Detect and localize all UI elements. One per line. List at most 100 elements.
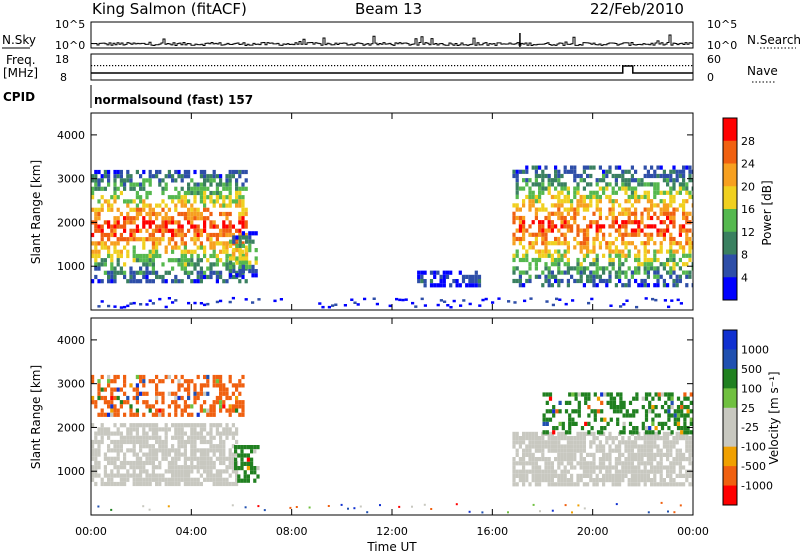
- echo-cell: [686, 413, 690, 418]
- nave-dot: [667, 65, 669, 67]
- echo-cell: [545, 400, 549, 405]
- echo-cell: [209, 274, 213, 280]
- echo-cell: [650, 182, 654, 187]
- echo-cell: [97, 465, 101, 470]
- echo-cell: [110, 391, 114, 396]
- nave-dot: [142, 65, 144, 67]
- echo-cell: [209, 270, 213, 275]
- x-tick-label: 00:00: [75, 525, 107, 538]
- echo-cell: [538, 469, 542, 474]
- noise-cell: [379, 504, 381, 507]
- echo-cell: [246, 466, 250, 471]
- echo-cell: [685, 440, 689, 445]
- echo-cell: [190, 481, 194, 487]
- echo-cell: [228, 431, 232, 436]
- echo-cell: [212, 270, 216, 275]
- echo-cell: [219, 477, 223, 482]
- echo-cell: [100, 232, 104, 238]
- echo-cell: [139, 199, 143, 204]
- noise-cell: [443, 300, 447, 303]
- nave-dot: [613, 65, 615, 67]
- echo-cell: [618, 448, 622, 453]
- echo-cell: [643, 194, 647, 200]
- echo-cell: [566, 482, 570, 487]
- nave-dot: [559, 65, 561, 67]
- echo-cell: [570, 436, 574, 441]
- echo-cell: [512, 241, 516, 246]
- echo-cell: [187, 383, 191, 388]
- echo-cell: [164, 216, 168, 221]
- echo-cell: [554, 262, 558, 267]
- echo-cell: [97, 186, 101, 191]
- echo-cell: [468, 274, 472, 279]
- echo-cell: [164, 469, 168, 474]
- echo-cell: [145, 262, 149, 267]
- echo-cell: [644, 409, 649, 414]
- echo-cell: [643, 249, 647, 254]
- echo-cell: [643, 262, 647, 267]
- echo-cell: [219, 258, 223, 263]
- echo-cell: [579, 444, 583, 449]
- echo-cell: [177, 431, 181, 436]
- echo-cell: [586, 278, 590, 284]
- echo-cell: [582, 203, 586, 208]
- nave-dot: [103, 65, 105, 67]
- echo-cell: [669, 440, 673, 445]
- echo-cell: [515, 452, 519, 457]
- echo-cell: [576, 232, 580, 237]
- echo-cell: [237, 453, 241, 458]
- echo-cell: [206, 232, 210, 238]
- echo-cell: [113, 245, 117, 250]
- echo-cell: [598, 440, 602, 445]
- echo-cell: [685, 457, 689, 462]
- echo-cell: [215, 444, 219, 449]
- echo-cell: [566, 448, 570, 453]
- echo-cell: [164, 374, 168, 380]
- echo-cell: [678, 469, 682, 474]
- echo-cell: [228, 253, 232, 259]
- echo-cell: [688, 165, 692, 170]
- colorbar-tick-label: 20: [741, 180, 755, 193]
- echo-cell: [614, 190, 618, 195]
- nave-dot: [493, 65, 495, 67]
- echo-cell: [640, 262, 644, 267]
- echo-cell: [190, 435, 194, 440]
- echo-cell: [531, 473, 535, 478]
- echo-cell: [199, 391, 203, 396]
- echo-cell: [646, 249, 650, 254]
- nave-dot: [166, 65, 168, 67]
- echo-cell: [167, 216, 171, 221]
- echo-cell: [203, 195, 207, 200]
- echo-cell: [132, 460, 136, 466]
- echo-cell: [541, 178, 545, 183]
- nave-dot: [448, 65, 450, 67]
- echo-cell: [97, 383, 101, 388]
- noise-cell: [331, 304, 335, 307]
- echo-cell: [688, 253, 692, 258]
- echo-cell: [148, 456, 152, 461]
- echo-cell: [579, 440, 583, 445]
- echo-cell: [670, 400, 674, 405]
- echo-cell: [145, 270, 149, 275]
- echo-cell: [174, 232, 178, 238]
- echo-cell: [190, 448, 194, 453]
- echo-cell: [627, 182, 631, 187]
- echo-cell: [183, 195, 187, 200]
- echo-cell: [135, 395, 139, 401]
- echo-cell: [675, 452, 679, 457]
- echo-cell: [560, 444, 564, 449]
- echo-cell: [628, 421, 633, 426]
- nave-dot: [151, 65, 153, 67]
- echo-cell: [158, 427, 162, 432]
- echo-cell: [155, 448, 159, 453]
- echo-cell: [618, 452, 622, 457]
- nave-dot: [565, 65, 567, 67]
- echo-cell: [167, 174, 171, 179]
- echo-cell: [215, 469, 219, 474]
- nave-dot: [388, 65, 390, 67]
- echo-cell: [206, 237, 210, 242]
- echo-cell: [589, 440, 593, 445]
- echo-cell: [512, 253, 516, 258]
- echo-cell: [244, 279, 248, 284]
- echo-cell: [560, 186, 564, 191]
